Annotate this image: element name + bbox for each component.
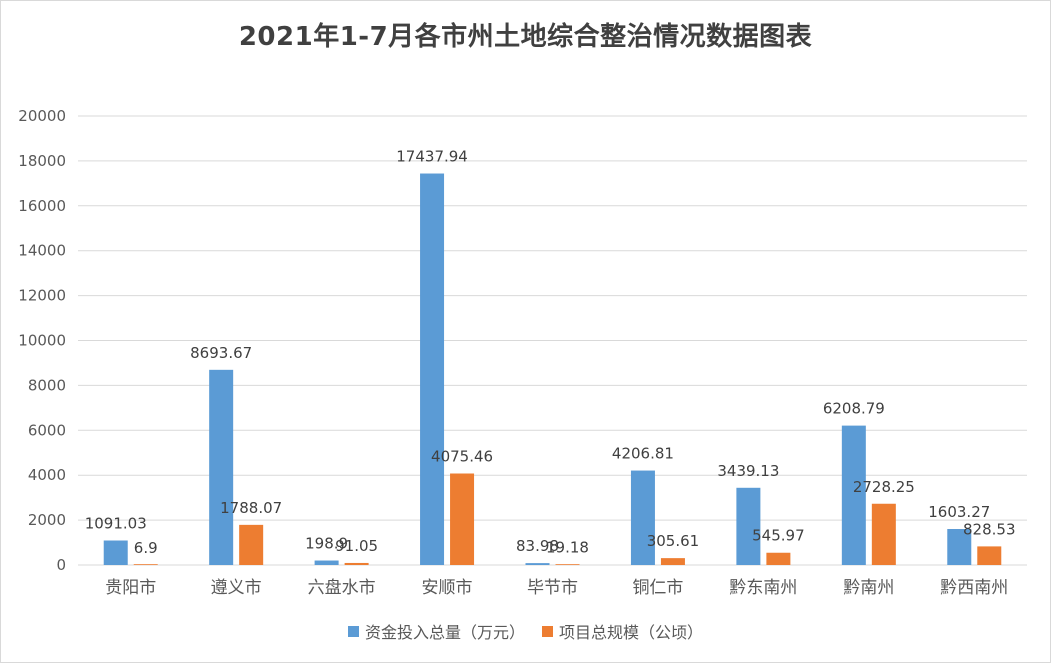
bar-scale xyxy=(660,558,685,565)
data-label-scale: 19.18 xyxy=(546,539,589,557)
bar-investment xyxy=(314,560,339,565)
bar-investment xyxy=(103,540,128,565)
legend-item-scale: 项目总规模（公顷） xyxy=(542,619,703,643)
y-tick-label: 14000 xyxy=(18,242,66,260)
data-label-investment: 1091.03 xyxy=(85,515,147,533)
x-category-label: 贵阳市 xyxy=(105,578,156,598)
y-tick-label: 4000 xyxy=(28,466,66,484)
bar-investment xyxy=(420,173,445,565)
legend-swatch-scale xyxy=(542,625,554,637)
legend-label-investment: 资金投入总量（万元） xyxy=(364,623,525,642)
y-tick-label: 6000 xyxy=(28,421,66,439)
legend-item-investment: 资金投入总量（万元） xyxy=(347,619,525,643)
x-category-label: 黔东南州 xyxy=(729,578,797,598)
y-tick-label: 12000 xyxy=(18,287,66,305)
data-label-scale: 305.61 xyxy=(647,532,700,550)
bar-investment xyxy=(209,369,234,565)
y-tick-label: 20000 xyxy=(18,107,66,125)
x-category-label: 黔西南州 xyxy=(940,578,1008,598)
data-label-investment: 4206.81 xyxy=(612,445,674,463)
y-tick-label: 18000 xyxy=(18,152,66,170)
bar-scale xyxy=(766,552,791,565)
data-label-scale: 4075.46 xyxy=(431,448,493,466)
data-label-scale: 828.53 xyxy=(963,520,1016,538)
data-label-investment: 6208.79 xyxy=(823,400,885,418)
x-category-label: 六盘水市 xyxy=(308,578,376,598)
bar-investment xyxy=(947,529,972,565)
bar-scale xyxy=(555,564,580,565)
data-label-investment: 17437.94 xyxy=(396,148,468,166)
data-label-scale: 545.97 xyxy=(752,527,805,545)
y-tick-label: 8000 xyxy=(28,376,66,394)
bar-scale xyxy=(450,473,475,565)
data-label-investment: 3439.13 xyxy=(717,462,779,480)
bar-scale xyxy=(133,564,158,565)
y-tick-label: 16000 xyxy=(18,197,66,215)
bar-investment xyxy=(630,470,655,565)
y-tick-label: 2000 xyxy=(28,511,66,529)
data-label-scale: 1788.07 xyxy=(220,499,282,517)
data-label-investment: 1603.27 xyxy=(928,503,990,521)
x-category-label: 毕节市 xyxy=(527,578,578,598)
bar-investment xyxy=(525,563,550,565)
bar-investment xyxy=(736,487,761,565)
data-label-scale: 2728.25 xyxy=(853,478,915,496)
legend-label-scale: 项目总规模（公顷） xyxy=(559,623,704,642)
data-label-scale: 91.05 xyxy=(335,537,378,555)
x-category-label: 遵义市 xyxy=(211,578,262,598)
data-label-scale: 6.9 xyxy=(134,539,158,557)
bar-investment xyxy=(841,425,866,565)
data-label-investment: 198.9 xyxy=(305,535,348,553)
y-tick-label: 0 xyxy=(56,556,66,574)
data-label-investment: 8693.67 xyxy=(190,344,252,362)
chart-title: 2021年1-7月各市州土地综合整治情况数据图表 xyxy=(238,22,813,52)
chart-legend: 资金投入总量（万元） 项目总规模（公顷） xyxy=(0,619,1051,643)
data-label-investment: 83.98 xyxy=(516,537,559,555)
x-category-label: 安顺市 xyxy=(422,578,473,598)
y-tick-label: 10000 xyxy=(18,332,66,350)
bar-scale xyxy=(344,562,369,565)
x-category-label: 黔南州 xyxy=(843,578,894,598)
x-category-label: 铜仁市 xyxy=(632,578,683,598)
bar-scale xyxy=(239,524,264,565)
bar-scale xyxy=(977,546,1002,565)
bar-scale xyxy=(871,503,896,565)
legend-swatch-investment xyxy=(347,625,359,637)
